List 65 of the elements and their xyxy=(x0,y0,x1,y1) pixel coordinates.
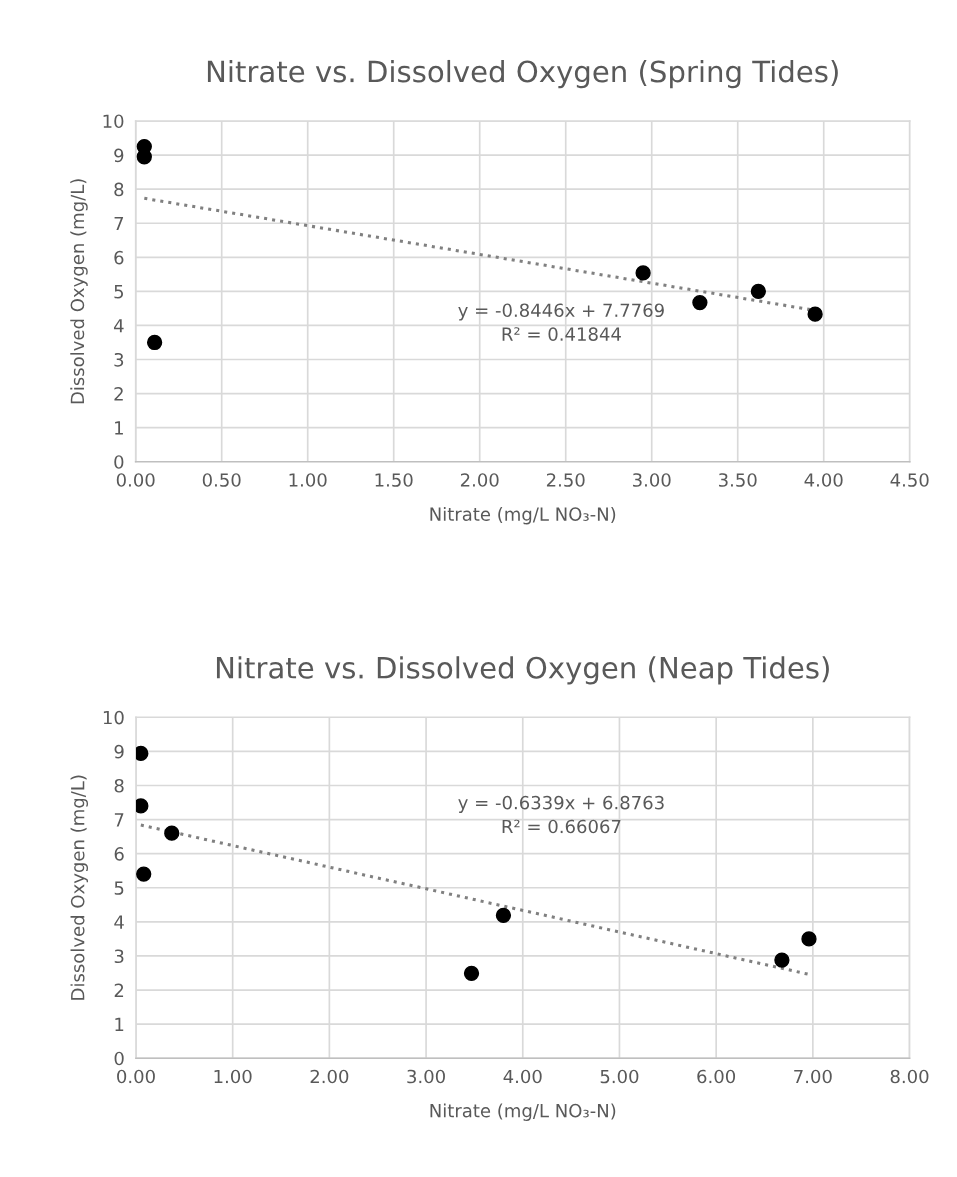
x-tick-label: 0.00 xyxy=(116,473,155,487)
y-tick-label: 10 xyxy=(103,710,124,725)
x-tick-label: 0.00 xyxy=(117,1069,155,1084)
y-tick-label: 2 xyxy=(114,983,124,997)
point xyxy=(146,334,163,351)
y-tick-label: 1 xyxy=(115,1017,124,1031)
x-tick-label: 3.50 xyxy=(719,473,757,487)
y-axis-title: Dissolved Oxygen (mg/L) xyxy=(70,179,88,404)
y-tick-label: 5 xyxy=(114,881,124,895)
y-tick-label: 7 xyxy=(114,216,124,231)
y-tick-label: 8 xyxy=(114,182,124,197)
x-axis-title: Nitrate (mg/L NO₃-N) xyxy=(430,506,616,525)
point xyxy=(136,149,152,165)
y-tick-label: 0 xyxy=(114,1051,124,1066)
x-tick-label: 4.00 xyxy=(503,1069,542,1084)
point xyxy=(164,825,180,841)
y-tick-label: 9 xyxy=(114,148,124,163)
x-tick-label: 4.00 xyxy=(804,473,843,487)
y-tick-label: 9 xyxy=(114,744,124,759)
y-tick-label: 2 xyxy=(114,387,123,401)
x-tick-label: 2.50 xyxy=(546,473,585,487)
x-tick-label: 0.50 xyxy=(202,473,241,487)
point xyxy=(807,306,823,322)
x-tick-label: 1.00 xyxy=(214,1069,252,1084)
x-tick-label: 7.00 xyxy=(794,1069,832,1084)
y-tick-label: 0 xyxy=(114,455,124,469)
point xyxy=(495,907,512,924)
y-tick-label: 6 xyxy=(114,250,124,265)
y-tick-label: 3 xyxy=(114,352,124,367)
x-tick-label: 6.00 xyxy=(697,1069,736,1084)
chart-title: Nitrate vs. Dissolved Oxygen (Neap Tides) xyxy=(216,656,829,685)
point xyxy=(136,866,152,882)
point xyxy=(463,965,480,981)
x-tick-label: 1.50 xyxy=(375,473,413,487)
y-tick-label: 3 xyxy=(114,949,124,964)
point xyxy=(774,952,790,968)
x-tick-label: 8.00 xyxy=(890,1069,929,1084)
annotation: y = -0.8446x + 7.7769 xyxy=(458,303,664,321)
y-tick-label: 4 xyxy=(114,915,124,929)
x-tick-label: 5.00 xyxy=(600,1069,639,1084)
point xyxy=(135,798,149,814)
y-tick-label: 4 xyxy=(113,319,124,333)
y-tick-label: 7 xyxy=(114,813,124,827)
point xyxy=(135,745,149,762)
y-tick-label: 10 xyxy=(103,114,124,129)
point xyxy=(635,265,651,281)
annotation: R² = 0.41844 xyxy=(502,327,621,341)
y-tick-label: 8 xyxy=(114,778,124,793)
annotation: R² = 0.66067 xyxy=(502,819,621,834)
x-tick-label: 3.00 xyxy=(632,473,671,487)
y-tick-label: 6 xyxy=(114,847,124,861)
point xyxy=(801,931,817,947)
chart-title: Nitrate vs. Dissolved Oxygen (Spring Tides) xyxy=(207,59,838,89)
x-tick-label: 4.50 xyxy=(890,473,929,487)
x-tick-label: 1.00 xyxy=(289,473,327,487)
point xyxy=(692,294,708,311)
x-tick-label: 2.00 xyxy=(310,1069,349,1084)
annotation: y = -0.6339x + 6.8763 xyxy=(458,795,664,813)
x-tick-label: 2.00 xyxy=(460,473,499,487)
y-tick-label: 1 xyxy=(115,421,123,435)
x-tick-label: 3.00 xyxy=(407,1069,445,1084)
x-axis-title: Nitrate (mg/L NO₃-N) xyxy=(430,1103,616,1121)
y-tick-label: 5 xyxy=(114,285,124,299)
point xyxy=(750,283,766,300)
y-axis-title: Dissolved Oxygen (mg/L) xyxy=(70,775,89,1000)
